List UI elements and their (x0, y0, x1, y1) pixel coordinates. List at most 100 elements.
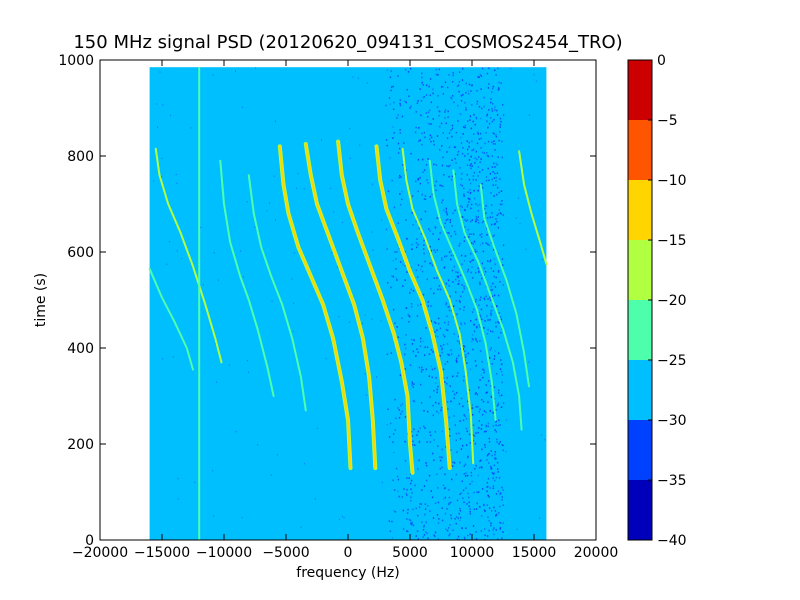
noise-speck (475, 538, 478, 540)
noise-speck (467, 191, 469, 193)
noise-speck (446, 508, 448, 510)
noise-speck (487, 217, 489, 219)
noise-speck (488, 496, 490, 498)
noise-speck (160, 176, 162, 178)
noise-speck (497, 471, 500, 473)
noise-speck (483, 538, 486, 540)
noise-speck (495, 493, 498, 495)
noise-speck (484, 444, 486, 446)
noise-speck (434, 184, 436, 187)
noise-speck (338, 315, 340, 318)
noise-speck (462, 291, 464, 293)
noise-speck (432, 118, 434, 120)
noise-speck (494, 108, 496, 111)
noise-speck (489, 299, 492, 301)
noise-speck (463, 287, 465, 290)
noise-speck (495, 409, 497, 411)
noise-speck (447, 527, 450, 529)
noise-speck (471, 413, 474, 416)
noise-speck (421, 193, 423, 196)
noise-speck (448, 251, 451, 253)
noise-speck (423, 95, 426, 98)
noise-speck (491, 166, 494, 168)
noise-speck (484, 446, 486, 449)
noise-speck (491, 310, 493, 312)
noise-speck (436, 513, 439, 516)
noise-speck (493, 527, 495, 529)
noise-speck (408, 477, 410, 479)
noise-speck (462, 126, 465, 128)
noise-speck (467, 268, 470, 271)
noise-speck (471, 219, 474, 221)
noise-speck (443, 487, 446, 490)
heatmap-area (148, 67, 548, 540)
noise-speck (456, 375, 458, 377)
signal-trace (148, 267, 194, 371)
noise-speck (429, 262, 432, 265)
noise-speck (416, 530, 419, 533)
noise-speck (518, 197, 520, 199)
noise-speck (429, 134, 432, 137)
noise-speck (458, 403, 461, 405)
noise-speck (427, 115, 429, 118)
noise-speck (494, 451, 497, 453)
noise-speck (392, 433, 395, 435)
noise-speck (479, 315, 482, 318)
noise-speck (399, 193, 401, 195)
noise-speck (393, 489, 396, 491)
noise-speck (434, 251, 437, 253)
noise-speck (479, 283, 481, 285)
noise-speck (499, 528, 501, 530)
noise-speck (459, 167, 461, 169)
noise-speck (496, 438, 498, 441)
noise-speck (455, 432, 458, 435)
noise-speck (424, 508, 427, 510)
noise-speck (483, 509, 486, 511)
noise-speck (438, 68, 441, 71)
noise-speck (425, 327, 427, 329)
noise-speck (448, 534, 450, 537)
noise-speck (397, 490, 399, 493)
noise-speck (499, 178, 501, 180)
noise-speck (394, 511, 397, 513)
noise-speck (461, 216, 463, 218)
noise-speck (470, 220, 472, 223)
noise-speck (424, 531, 427, 533)
noise-speck (380, 219, 382, 221)
noise-speck (416, 434, 418, 436)
noise-speck (413, 339, 415, 342)
noise-speck (386, 69, 388, 71)
noise-speck (411, 212, 413, 214)
noise-speck (415, 355, 417, 357)
noise-speck (425, 368, 428, 371)
noise-speck (420, 233, 423, 235)
noise-speck (428, 138, 431, 141)
noise-speck (406, 271, 408, 273)
noise-speck (491, 363, 493, 365)
noise-speck (497, 89, 499, 91)
noise-speck (501, 264, 504, 266)
noise-speck (434, 502, 437, 504)
noise-speck (194, 481, 196, 484)
noise-speck (409, 107, 411, 109)
noise-speck (486, 152, 488, 154)
noise-speck (494, 172, 496, 175)
noise-speck (406, 237, 408, 240)
noise-speck (459, 507, 461, 510)
noise-speck (467, 492, 469, 495)
noise-speck (416, 102, 419, 105)
noise-speck (422, 369, 424, 371)
noise-speck (475, 150, 478, 153)
noise-speck (477, 405, 479, 408)
noise-speck (502, 114, 505, 116)
noise-speck (491, 91, 493, 93)
noise-speck (423, 169, 426, 171)
noise-speck (412, 440, 414, 443)
y-tick-label: 400 (67, 341, 94, 357)
noise-speck (421, 489, 423, 491)
noise-speck (463, 260, 465, 262)
noise-speck (489, 465, 492, 468)
noise-speck (472, 348, 474, 351)
noise-speck (462, 93, 464, 96)
noise-speck (411, 338, 413, 341)
